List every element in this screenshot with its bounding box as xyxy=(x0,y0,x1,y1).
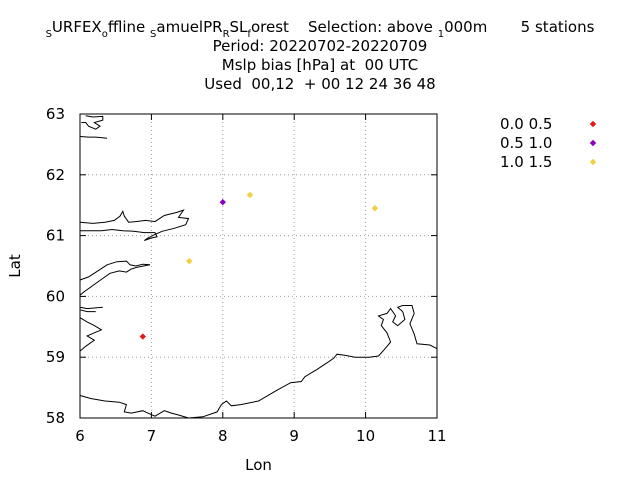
station-marker xyxy=(186,257,193,265)
map-variable: Mslp bias [hPa] at 00 UTC xyxy=(221,56,419,74)
legend: 0.0 0.50.5 1.01.0 1.5 xyxy=(500,115,597,171)
title-segment: S xyxy=(150,29,157,40)
title-segment: amuelPR xyxy=(156,18,223,36)
title-segment: 000m 5 stations xyxy=(444,18,595,36)
station-marker xyxy=(139,333,147,340)
y-axis-ticks: 58 59 60 61 62 63 xyxy=(46,105,437,427)
x-tick-label: 6 xyxy=(75,427,85,445)
title-segment: SL xyxy=(229,18,248,36)
y-tick-label: 59 xyxy=(46,348,65,366)
coastline-segment xyxy=(79,260,151,296)
station-markers xyxy=(139,191,379,340)
coastline-segment xyxy=(79,317,103,352)
y-tick-label: 63 xyxy=(46,105,65,123)
x-tick-label: 11 xyxy=(427,427,446,445)
title-segment: ffline xyxy=(107,18,151,36)
title-segment: R xyxy=(222,29,230,40)
title-segment: URFEX xyxy=(51,18,102,36)
title-segment: 1 xyxy=(437,29,445,40)
coastline-segment xyxy=(81,115,104,130)
plot-frame xyxy=(79,113,438,419)
title-segment: S xyxy=(45,29,52,40)
legend-label: 1.0 1.5 xyxy=(500,153,552,171)
coastline-segment xyxy=(79,209,190,241)
y-tick-label: 62 xyxy=(46,166,65,184)
map-period: Period: 20220702-20220709 xyxy=(212,37,428,55)
legend-marker xyxy=(589,120,597,128)
x-tick-label: 9 xyxy=(289,427,299,445)
x-tick-label: 7 xyxy=(147,427,157,445)
map-forecast-lengths: Used 00,12 + 00 12 24 36 48 xyxy=(204,75,436,93)
coastline-segment xyxy=(79,305,438,419)
coastline-segment xyxy=(79,136,108,139)
title-segment: o xyxy=(101,29,108,40)
x-tick-label: 8 xyxy=(218,427,228,445)
x-axis-ticks: 6 7 8 9 10 11 xyxy=(75,114,447,445)
x-axis-label: Lon xyxy=(245,456,272,474)
legend-label: 0.0 0.5 xyxy=(500,115,552,133)
x-tick-label: 10 xyxy=(356,427,375,445)
y-axis-label: Lat xyxy=(6,254,24,278)
station-marker xyxy=(219,198,226,206)
y-tick-label: 58 xyxy=(46,409,65,427)
station-marker xyxy=(246,191,254,199)
coastline-segment xyxy=(79,309,96,313)
y-tick-label: 60 xyxy=(46,287,65,305)
legend-marker xyxy=(589,139,597,147)
title-segment: orest Selection: above xyxy=(250,18,438,36)
coastline xyxy=(79,115,438,419)
legend-label: 0.5 1.0 xyxy=(500,134,552,152)
y-tick-label: 61 xyxy=(46,227,65,245)
legend-marker xyxy=(589,158,597,166)
coastline-segment xyxy=(79,306,103,310)
grid-lines xyxy=(80,114,437,418)
station-marker xyxy=(371,205,379,212)
map-title: SURFEXoffline SamuelPRRSLforest Selectio… xyxy=(0,18,640,40)
title-segment: f xyxy=(247,29,251,40)
